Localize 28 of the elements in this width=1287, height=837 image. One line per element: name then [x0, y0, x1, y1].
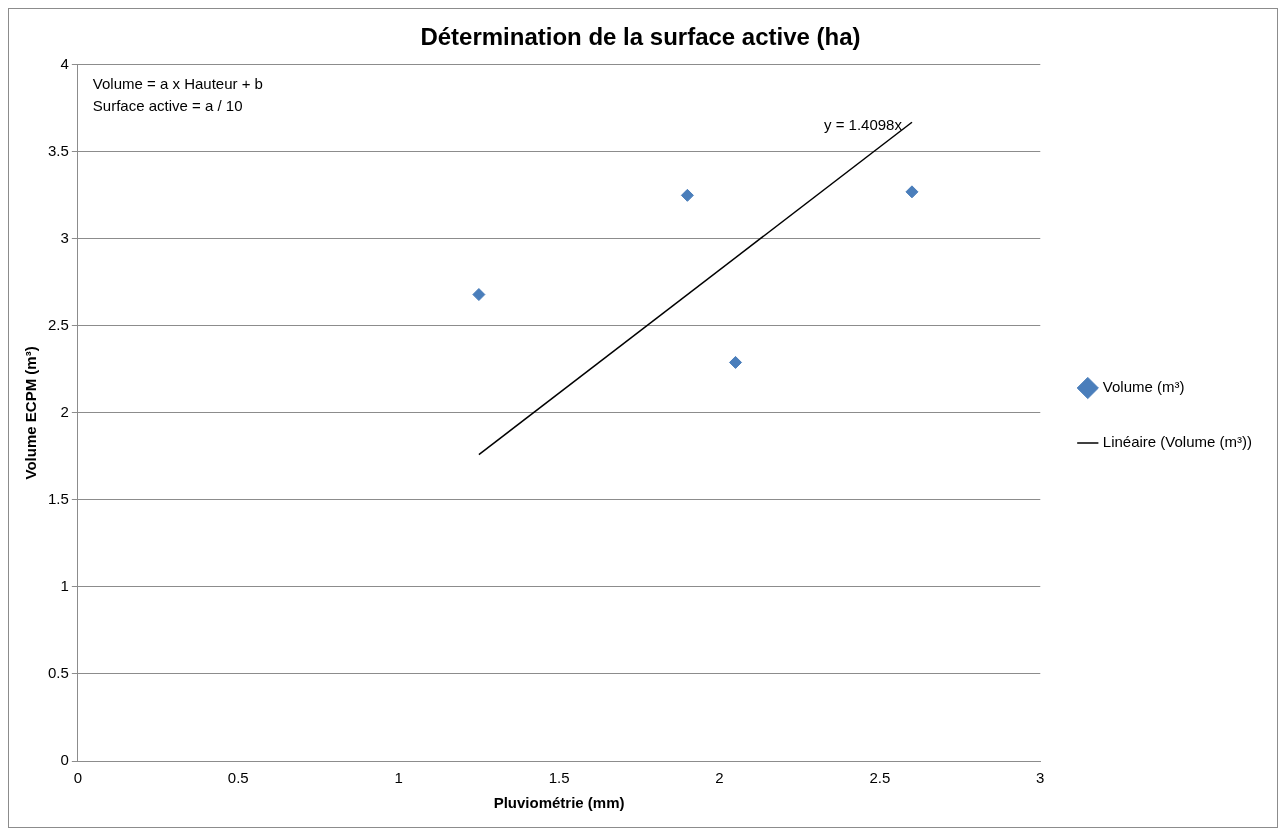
annotation: Surface active = a / 10: [92, 96, 243, 114]
legend-label: Volume (m³): [1102, 378, 1185, 396]
y-axis-title: Volume ECPM (m³): [22, 346, 40, 480]
y-tick-label: 0.5: [47, 664, 69, 682]
x-tick-label: 0.5: [227, 769, 249, 787]
x-tick-label: 0: [73, 769, 83, 787]
x-tick-label: 2.5: [869, 769, 891, 787]
legend-label: Linéaire (Volume (m³)): [1102, 433, 1253, 451]
annotation: Volume = a x Hauteur + b: [92, 74, 263, 92]
y-tick-label: 1.5: [47, 490, 69, 508]
y-tick-label: 2: [60, 403, 69, 421]
chart-title: Détermination de la surface active (ha): [420, 23, 861, 51]
point: [905, 185, 919, 199]
point: [680, 188, 694, 202]
y-tick-label: 4: [60, 54, 69, 72]
y-tick-label: 0: [60, 751, 69, 769]
x-axis-title: Pluviométrie (mm): [493, 794, 625, 812]
point: [729, 355, 743, 369]
y-tick-label: 1: [60, 577, 69, 595]
x-tick-label: 3: [1036, 769, 1045, 787]
annotation: y = 1.4098x: [823, 116, 903, 134]
x-tick-label: 1: [394, 769, 403, 787]
x-tick-label: 1.5: [548, 769, 570, 787]
x-tick-label: 2: [715, 769, 724, 787]
y-tick-label: 3: [60, 228, 69, 246]
point: [472, 288, 486, 302]
y-tick-label: 3.5: [47, 141, 69, 159]
y-tick-label: 2.5: [47, 316, 69, 334]
